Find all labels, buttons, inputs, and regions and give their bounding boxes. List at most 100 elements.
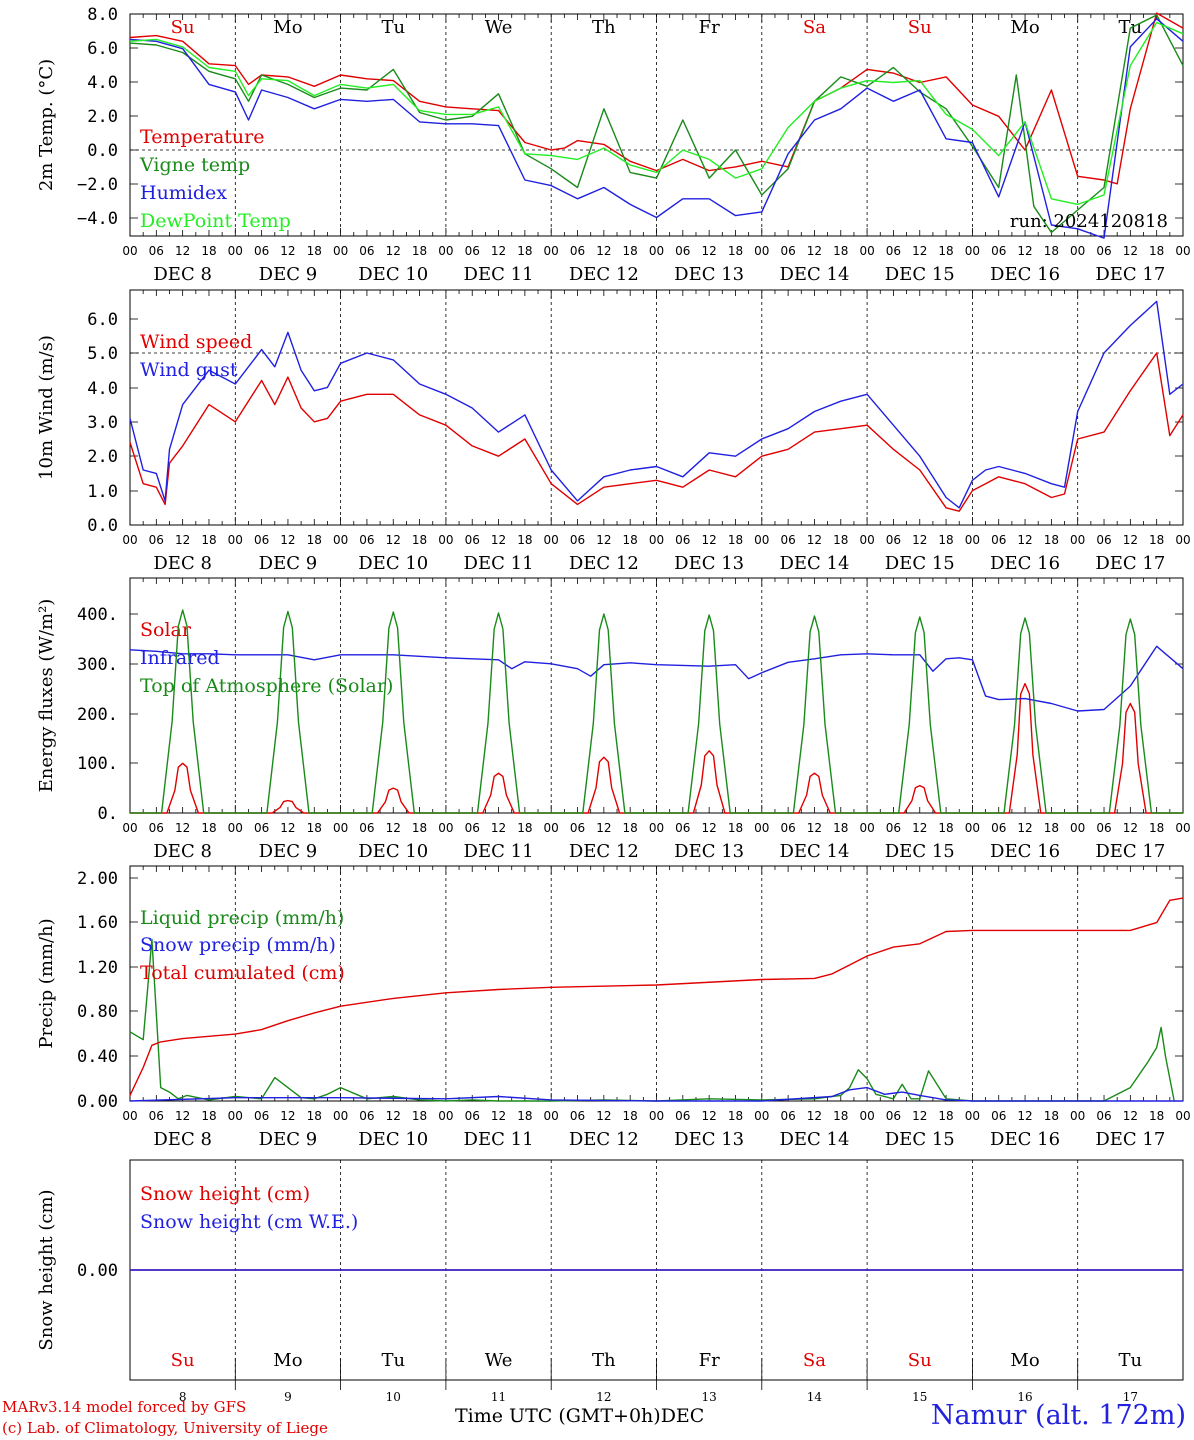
hour-tick-label: 00 xyxy=(1175,1109,1190,1123)
weekday-label: Th xyxy=(592,1350,616,1371)
hour-tick-label: 18 xyxy=(412,244,427,258)
hour-tick-label: 12 xyxy=(807,533,822,547)
station-label: Namur (alt. 172m) xyxy=(930,1400,1186,1431)
y-tick-label: 1.20 xyxy=(77,958,118,978)
hour-tick-label: 12 xyxy=(386,821,401,835)
hour-tick-label: 00 xyxy=(122,533,137,547)
date-label: DEC 9 xyxy=(259,841,318,862)
hour-tick-label: 18 xyxy=(1149,821,1164,835)
hour-tick-label: 18 xyxy=(201,1109,216,1123)
hour-tick-label: 12 xyxy=(1123,1109,1138,1123)
date-label: DEC 8 xyxy=(153,553,212,574)
hour-tick-label: 12 xyxy=(280,244,295,258)
weekday-label: Su xyxy=(171,17,195,38)
hour-tick-label: 00 xyxy=(333,533,348,547)
hour-tick-label: 06 xyxy=(780,821,795,835)
hour-tick-label: 12 xyxy=(807,1109,822,1123)
hour-tick-label: 00 xyxy=(333,244,348,258)
hour-tick-label: 00 xyxy=(965,533,980,547)
weekday-label: Th xyxy=(592,17,616,38)
date-label: DEC 10 xyxy=(358,1129,428,1150)
hour-tick-label: 00 xyxy=(1175,821,1190,835)
hour-tick-label: 18 xyxy=(307,1109,322,1123)
weekday-label: Tu xyxy=(1119,1350,1143,1371)
y-tick-label: 0.40 xyxy=(77,1047,118,1067)
hour-tick-label: 18 xyxy=(1044,244,1059,258)
hour-tick-label: 06 xyxy=(780,1109,795,1123)
hour-tick-label: 12 xyxy=(1017,244,1032,258)
date-label: DEC 8 xyxy=(153,264,212,285)
hour-tick-label: 12 xyxy=(912,244,927,258)
hour-tick-label: 06 xyxy=(1096,821,1111,835)
hour-tick-label: 06 xyxy=(149,1109,164,1123)
hour-tick-label: 00 xyxy=(859,821,874,835)
date-label: DEC 14 xyxy=(779,553,849,574)
hour-tick-label: 12 xyxy=(1123,533,1138,547)
hour-tick-label: 00 xyxy=(438,1109,453,1123)
y-tick-label: −4.0 xyxy=(77,209,118,229)
series-line-top-of-atmosphere-solar- xyxy=(130,609,1183,814)
date-label: DEC 16 xyxy=(990,264,1060,285)
date-label: DEC 14 xyxy=(779,1129,849,1150)
series-line-humidex xyxy=(129,18,1184,239)
hour-tick-label: 00 xyxy=(122,1109,137,1123)
legend-entry: Temperature xyxy=(140,126,264,148)
hour-tick-label: 12 xyxy=(912,1109,927,1123)
hour-tick-label: 18 xyxy=(307,244,322,258)
hour-tick-label: 06 xyxy=(149,533,164,547)
hour-tick-label: 12 xyxy=(596,1109,611,1123)
weekday-label: Su xyxy=(171,1350,195,1371)
hour-tick-label: 06 xyxy=(886,533,901,547)
date-label: DEC 14 xyxy=(779,264,849,285)
hour-tick-label: 06 xyxy=(1096,244,1111,258)
hour-tick-label: 00 xyxy=(438,821,453,835)
weekday-label: Tu xyxy=(381,17,405,38)
y-tick-label: 0.0 xyxy=(87,516,118,536)
y-tick-label: 3.0 xyxy=(87,413,118,433)
date-label: DEC 15 xyxy=(885,553,955,574)
y-tick-label: 8.0 xyxy=(87,5,118,25)
hour-tick-label: 18 xyxy=(517,1109,532,1123)
hour-tick-label: 12 xyxy=(912,533,927,547)
hour-tick-label: 00 xyxy=(649,821,664,835)
hour-tick-label: 18 xyxy=(1149,1109,1164,1123)
hour-tick-label: 12 xyxy=(386,244,401,258)
date-label: DEC 13 xyxy=(674,264,744,285)
hour-tick-label: 06 xyxy=(886,244,901,258)
date-label: DEC 17 xyxy=(1095,553,1165,574)
hour-tick-label: 12 xyxy=(702,244,717,258)
series-line-dewpoint-temp xyxy=(129,21,1184,206)
x-axis-month: DEC xyxy=(660,1405,705,1427)
legend-entry: Solar xyxy=(140,619,192,641)
hour-tick-label: 12 xyxy=(1017,821,1032,835)
hour-tick-label: 06 xyxy=(570,1109,585,1123)
y-tick-label: 0.0 xyxy=(87,141,118,161)
day-number-label: 16 xyxy=(1017,1390,1032,1404)
y-axis-title: 10m Wind (m/s) xyxy=(36,335,57,480)
legend-entry: Humidex xyxy=(140,182,227,204)
legend-entry: Wind gust xyxy=(140,359,238,381)
hour-tick-label: 00 xyxy=(544,533,559,547)
hour-tick-label: 12 xyxy=(807,821,822,835)
hour-tick-label: 12 xyxy=(491,1109,506,1123)
y-tick-label: 5.0 xyxy=(87,344,118,364)
series-line-vigne-temp xyxy=(129,14,1184,234)
legend-entry: Total cumulated (cm) xyxy=(140,962,345,984)
day-number-label: 10 xyxy=(386,1390,401,1404)
hour-tick-label: 18 xyxy=(307,821,322,835)
hour-tick-label: 18 xyxy=(623,533,638,547)
hour-tick-label: 00 xyxy=(1175,533,1190,547)
day-number-label: 12 xyxy=(596,1390,611,1404)
hour-tick-label: 00 xyxy=(754,1109,769,1123)
hour-tick-label: 06 xyxy=(991,244,1006,258)
hour-tick-label: 18 xyxy=(412,533,427,547)
hour-tick-label: 12 xyxy=(491,821,506,835)
date-label: DEC 10 xyxy=(358,553,428,574)
y-tick-label: 2.0 xyxy=(87,107,118,127)
hour-tick-label: 12 xyxy=(1123,821,1138,835)
hour-tick-label: 18 xyxy=(623,821,638,835)
legend-entry: DewPoint Temp xyxy=(140,210,291,232)
hour-tick-label: 00 xyxy=(965,244,980,258)
hour-tick-label: 18 xyxy=(728,533,743,547)
hour-tick-label: 00 xyxy=(122,244,137,258)
